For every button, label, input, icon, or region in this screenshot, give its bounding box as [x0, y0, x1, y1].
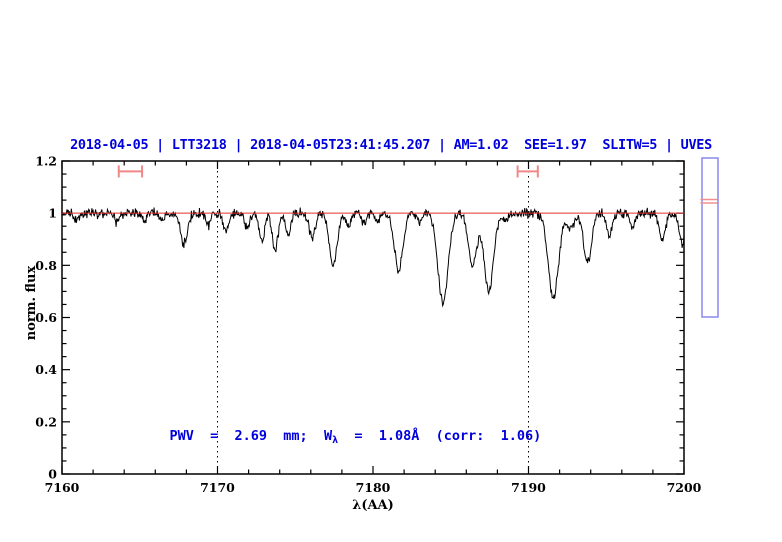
x-tick-label: 7180 — [356, 480, 391, 495]
spectrum-trace — [61, 207, 685, 308]
pwv-annotation-text: PWV = 2.69 mm; W — [169, 428, 333, 444]
y-axis-label: norm. flux — [24, 266, 39, 341]
x-axis-label: λ(AA) — [352, 498, 394, 513]
flux-indicator-panel — [701, 157, 719, 318]
x-tick-label: 7200 — [667, 480, 702, 495]
pwv-annotation: PWV = 2.69 mm; Wλ = 1.08Å (corr: 1.06) — [137, 412, 542, 462]
x-tick-label: 7170 — [200, 480, 235, 495]
pwv-annotation-value: = 1.08Å (corr: 1.06) — [338, 428, 542, 444]
y-tick-label: 0 — [48, 467, 57, 482]
lambda-subscript: λ — [332, 435, 339, 446]
y-tick-label: 1.2 — [35, 154, 57, 169]
y-tick-label: 0.6 — [35, 310, 57, 325]
y-tick-label: 0.8 — [35, 258, 57, 273]
y-tick-label: 0.2 — [35, 414, 57, 429]
y-tick-label: 0.4 — [35, 362, 57, 377]
figure-title: 2018-04-05 | LTT3218 | 2018-04-05T23:41:… — [70, 137, 712, 153]
x-tick-label: 7160 — [45, 480, 80, 495]
y-tick-label: 1 — [48, 206, 57, 221]
x-tick-label: 7190 — [511, 480, 546, 495]
